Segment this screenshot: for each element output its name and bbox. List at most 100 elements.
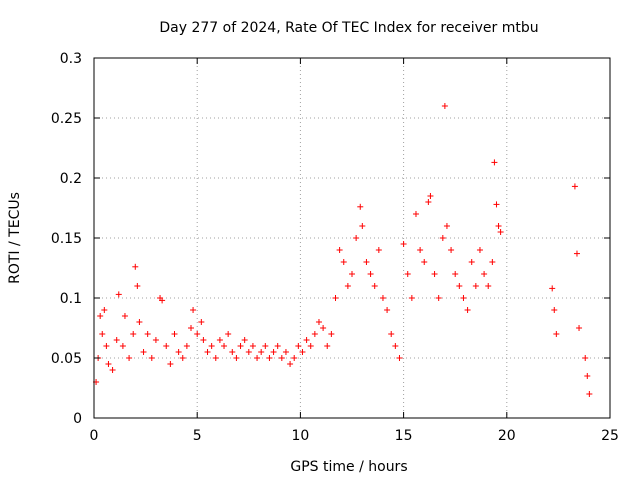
data-point [468, 259, 475, 265]
data-point [134, 283, 141, 289]
data-point [278, 355, 285, 361]
data-point [198, 319, 205, 325]
data-point [287, 361, 294, 367]
data-point [194, 331, 201, 337]
data-point [208, 343, 215, 349]
data-point [113, 337, 120, 343]
data-point [421, 259, 428, 265]
data-point [476, 247, 483, 253]
data-point [101, 307, 108, 313]
data-point [303, 337, 310, 343]
data-point [412, 211, 419, 217]
x-tick-label: 0 [90, 428, 99, 444]
data-point [427, 193, 434, 199]
y-tick-label: 0.25 [51, 111, 82, 127]
data-point [392, 343, 399, 349]
data-point [493, 201, 500, 208]
data-point [371, 283, 378, 289]
data-point [497, 229, 504, 235]
data-point [357, 203, 364, 210]
data-point [485, 283, 492, 289]
data-point [443, 223, 450, 229]
y-tick-label: 0.2 [60, 171, 82, 187]
data-point [349, 271, 355, 277]
data-point [121, 313, 128, 319]
data-point [464, 307, 471, 313]
data-point [456, 283, 463, 289]
data-point [491, 159, 498, 166]
data-point [229, 349, 236, 355]
data-point [367, 271, 374, 277]
data-point [404, 271, 411, 277]
data-point [245, 349, 252, 355]
data-point [270, 349, 277, 355]
data-point [190, 307, 197, 313]
data-point [175, 349, 182, 355]
data-point [431, 271, 438, 277]
y-tick-label: 0.1 [60, 291, 82, 307]
data-point [460, 295, 467, 301]
data-point [132, 263, 139, 270]
data-point [126, 355, 133, 361]
data-point [262, 343, 269, 349]
data-point [97, 313, 104, 319]
data-point [452, 271, 459, 277]
data-point [274, 343, 281, 349]
data-point [315, 319, 322, 325]
data-point [200, 337, 207, 343]
data-point [109, 367, 116, 373]
data-point [417, 247, 424, 253]
data-point [320, 325, 327, 331]
x-tick-label: 10 [291, 428, 309, 444]
x-axis-label: GPS time / hours [290, 459, 407, 475]
data-points [93, 103, 593, 397]
x-tick-label: 25 [601, 428, 619, 444]
data-point [204, 349, 211, 355]
x-tick-label: 20 [498, 428, 516, 444]
data-point [375, 247, 382, 253]
chart-title: Day 277 of 2024, Rate Of TEC Index for r… [159, 20, 538, 36]
data-point [167, 361, 174, 367]
data-point [481, 271, 488, 277]
data-point [152, 337, 159, 343]
data-point [99, 331, 106, 337]
data-point [136, 319, 143, 325]
data-point [148, 355, 155, 361]
data-point [221, 343, 228, 349]
data-point [311, 331, 318, 337]
data-point [130, 331, 137, 337]
data-point [216, 337, 223, 343]
data-point [388, 331, 395, 337]
data-point [241, 337, 248, 343]
data-point [495, 223, 502, 229]
data-point [103, 343, 110, 349]
x-tick-label: 15 [395, 428, 413, 444]
data-point [435, 295, 442, 301]
y-axis-label: ROTI / TECUs [7, 192, 23, 284]
data-point [448, 247, 455, 253]
data-point [254, 355, 261, 361]
data-point [225, 331, 232, 337]
data-point [359, 223, 366, 229]
y-tick-label: 0 [73, 411, 82, 427]
data-point [188, 325, 195, 331]
data-point [179, 355, 186, 361]
data-point [344, 283, 351, 289]
data-point [336, 247, 343, 253]
data-point [573, 250, 580, 257]
data-point [163, 343, 170, 349]
data-point [324, 343, 331, 349]
data-point [282, 349, 289, 355]
y-axis-ticks: 0 0.05 0.1 0.15 0.2 0.25 0.3 [51, 51, 610, 427]
x-axis-ticks: 0 5 10 15 20 25 [90, 58, 619, 444]
data-point [328, 331, 335, 337]
data-point [105, 361, 112, 367]
data-point [266, 355, 273, 361]
data-point [212, 355, 219, 361]
data-point [332, 295, 339, 301]
data-point [584, 373, 591, 379]
data-point [425, 199, 432, 205]
data-point [291, 355, 298, 361]
y-tick-label: 0.3 [60, 51, 82, 67]
